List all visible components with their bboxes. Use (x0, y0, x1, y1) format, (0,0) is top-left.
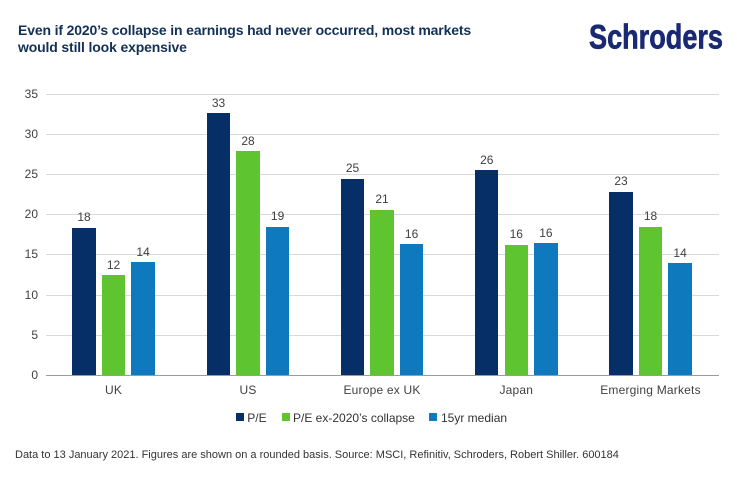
svg-text:Schroders: Schroders (589, 21, 723, 55)
